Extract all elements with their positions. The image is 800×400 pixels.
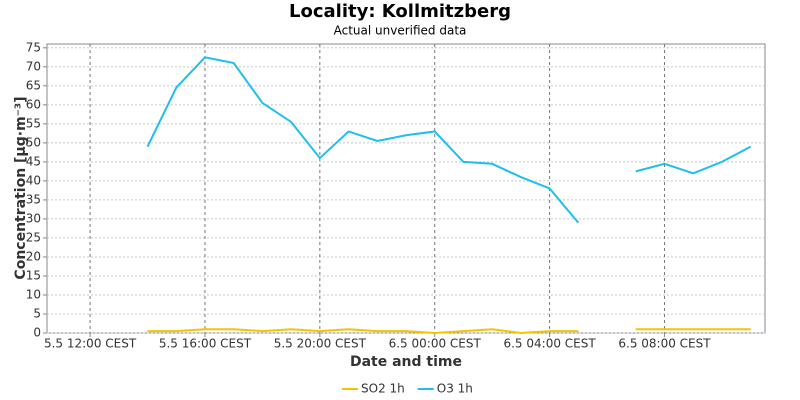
series-line [146,56,752,224]
x-tick-label: 6.5 04:00 CEST [503,337,596,351]
y-tick-label: 70 [26,59,41,73]
y-axis-title: Concentration [µg·m⁻³] [13,96,29,279]
y-tick-label: 75 [26,40,41,54]
x-axis-title: Date and time [350,354,462,370]
y-tick-label: 20 [26,249,41,263]
y-tick-label: 50 [26,135,41,149]
chart-title: Locality: Kollmitzberg [289,1,511,22]
y-tick-label: 30 [26,211,41,225]
series-line [147,328,751,335]
y-tick-label: 40 [26,173,41,187]
chart-subtitle: Actual unverified data [334,24,467,38]
x-tick-label: 5.5 12:00 CEST [44,337,137,351]
x-tick-label: 6.5 00:00 CEST [389,337,482,351]
y-tick-label: 45 [26,154,41,168]
y-tick-label: 55 [26,116,41,130]
y-tick-label: 5 [33,306,41,320]
x-tick-label: 6.5 08:00 CEST [618,337,711,351]
y-tick-label: 35 [26,192,41,206]
legend-label: O3 1h [437,382,473,396]
y-tick-label: 60 [26,97,41,111]
y-tick-label: 10 [26,287,41,301]
y-tick-label: 65 [26,78,41,92]
x-tick-label: 5.5 20:00 CEST [274,337,367,351]
y-tick-label: 0 [33,326,41,340]
legend-label: SO2 1h [361,382,405,396]
plot-area [46,43,766,334]
y-tick-label: 15 [26,268,41,282]
x-tick-label: 5.5 16:00 CEST [159,337,252,351]
y-tick-label: 25 [26,230,41,244]
